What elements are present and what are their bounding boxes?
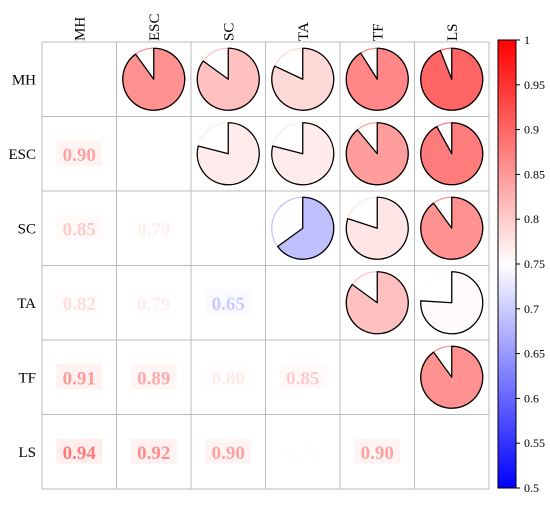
colorbar-tick-label: 0.75 [524,257,545,271]
value-label: 0.90 [361,443,394,464]
pie-slice [277,196,335,260]
pie-mark [196,122,260,186]
pie-mark [122,47,186,111]
pie-mark [345,122,409,186]
value-label: 0.90 [212,443,245,464]
pie-mark [420,122,484,186]
value-label-bg [130,438,177,464]
pie-slice [420,196,484,260]
value-label: 0.76 [286,443,319,464]
value-label-bg [279,364,326,390]
pie-mark [420,47,484,111]
column-label: TF [370,23,386,41]
value-label-bg [205,289,252,315]
row-label: MH [12,72,36,88]
value-label-bg [56,438,103,464]
colorbar-tick-label: 0.7 [524,302,539,316]
column-label: TA [296,22,312,41]
row-label: ESC [8,147,36,163]
value-label-bg [56,215,103,241]
pie-slice [196,47,260,111]
row-label: TA [17,296,36,312]
value-label: 0.91 [63,368,96,389]
value-label-bg [130,364,177,390]
value-label: 0.80 [212,368,245,389]
value-label: 0.79 [137,219,170,240]
pie-mark [271,196,335,260]
value-label: 0.94 [63,443,97,464]
cells: 0.90 0.85 0.79 0.82 0.79 0.65 0.91 0.89 0.80 0.85… [56,47,484,464]
value-label-bg [354,438,401,464]
pie-slice [271,47,335,111]
pie-slice [345,47,409,111]
colorbar-tick-label: 0.65 [524,347,545,361]
value-label: 0.90 [63,145,96,166]
pie-mark [345,47,409,111]
column-label: MH [72,17,88,41]
row-label: SC [18,221,36,237]
pie-slice [196,122,260,186]
pie-mark [196,47,260,111]
colorbar-tick-label: 0.8 [524,212,539,226]
value-label: 0.79 [137,294,170,315]
grid [41,41,490,490]
value-label: 0.92 [137,443,170,464]
value-label-bg [56,140,103,166]
row-label: TF [18,370,36,386]
colorbar-gradient [497,39,517,489]
colorbar-tick-label: 0.5 [524,481,539,495]
pie-mark [271,47,335,111]
value-label: 0.85 [63,219,96,240]
colorbar-tick-label: 1 [524,33,530,47]
colorbar-tick-label: 0.85 [524,167,545,181]
colorbar-tick-label: 0.95 [524,78,545,92]
colorbar: 0.5 0.55 0.6 0.65 0.7 0.75 0.8 0.85 0.9 0.95 1 [497,33,545,495]
value-label-bg [56,289,103,315]
pie-mark [271,122,335,186]
pie-mark [345,271,409,335]
value-label: 0.65 [212,294,245,315]
value-label: 0.82 [63,294,96,315]
pie-mark [345,196,409,260]
value-label-bg [205,438,252,464]
value-label-bg [56,364,103,390]
pie-slice [345,271,409,335]
pie-slice [420,47,484,111]
axis-labels: MH MH ESC ESC SC SC TA TA TF TF LS LS [8,13,460,460]
column-label: LS [445,23,461,41]
column-label: SC [221,23,237,41]
pie-mark [420,345,484,409]
colorbar-tick-label: 0.55 [524,436,545,450]
colorbar-tick-label: 0.6 [524,391,539,405]
pie-slice [420,345,484,409]
pie-slice [345,196,409,260]
pie-slice [420,122,484,186]
pie-slice [271,122,335,186]
value-label: 0.85 [286,368,319,389]
value-label: 0.89 [137,368,170,389]
column-label: ESC [147,13,163,41]
pie-slice [122,47,186,111]
pie-slice [345,122,409,186]
pie-mark [420,271,484,335]
pie-mark [420,196,484,260]
row-label: LS [18,445,36,461]
pie-slice [420,271,484,335]
colorbar-tick-label: 0.9 [524,123,539,137]
